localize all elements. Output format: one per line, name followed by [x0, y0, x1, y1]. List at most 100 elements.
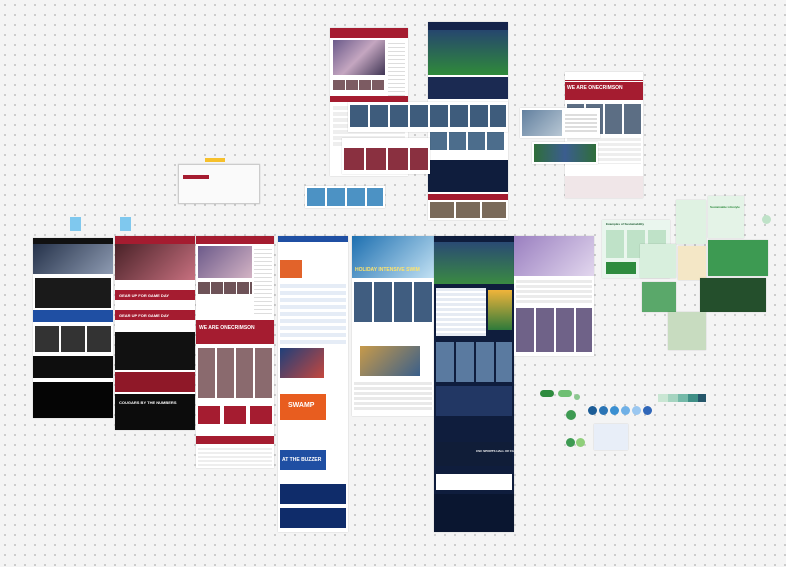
swamp-orange-banner: [280, 394, 326, 420]
globe-icon: [566, 410, 576, 420]
screenshot-green-stadium[interactable]: [532, 142, 598, 164]
stadium-image: [534, 144, 596, 162]
main-footer-band: [196, 436, 274, 444]
swatch-5[interactable]: [632, 406, 641, 415]
swamp-text: SWAMP: [288, 402, 315, 409]
leaf-icon: [574, 394, 580, 400]
thumb-row: [333, 80, 385, 90]
screenshot-dark-sports-1[interactable]: [33, 238, 113, 418]
swamp-footer-2: [280, 508, 346, 528]
screenshot-crimson-dark[interactable]: GEAR UP FOR GAME DAY GEAR UP FOR GAME DA…: [115, 236, 195, 430]
green-dot-2: [576, 438, 585, 447]
navy-long-promo: [488, 290, 512, 330]
crimson-dark-header: [115, 236, 195, 244]
screenshot-team-photo[interactable]: [520, 108, 600, 138]
sustainability-house[interactable]: [642, 282, 676, 312]
main-footer: [198, 448, 272, 466]
swim-list: [354, 382, 432, 412]
thumb-strip-images: [350, 105, 506, 127]
navy-long-hero: [434, 242, 514, 284]
sustainability-poster-1[interactable]: [676, 200, 706, 244]
soccer-hero: [428, 30, 508, 75]
swim-strip-images: [307, 188, 383, 206]
screenshot-swim-strip[interactable]: [305, 186, 385, 208]
dark-header: [33, 238, 113, 244]
gear-up-text-1: GEAR UP FOR GAME DAY: [119, 293, 170, 298]
sustainability-poster-4[interactable]: [668, 312, 706, 350]
team-photo-image: [522, 110, 562, 136]
gear-up-band-1: [115, 290, 195, 300]
screenshot-navy-long[interactable]: CSC SPORTS HALL OF FAME: [434, 236, 514, 532]
crimson-hero: [115, 244, 195, 280]
sidebar-list: [388, 40, 405, 110]
onecrimson-main-header: [196, 236, 274, 244]
sustainability-lifestyle[interactable]: Sustainable Lifestyle: [708, 196, 744, 238]
main-links: [198, 406, 272, 424]
holiday-swim-text: HOLIDAY INTENSIVE SWIM: [355, 267, 420, 273]
crimson-band: [428, 194, 508, 200]
onecrimson-banner-text: WE ARE ONECRIMSON: [567, 85, 623, 91]
screenshot-athletes-row[interactable]: [342, 138, 430, 174]
onecrimson-header: [565, 72, 643, 81]
onecrimson-footer-links: [565, 176, 643, 198]
blue-band: [33, 310, 113, 322]
swatch-6[interactable]: [643, 406, 652, 415]
swatch-3[interactable]: [610, 406, 619, 415]
hero-image: [333, 40, 385, 75]
black-section: [115, 332, 195, 370]
examples-title: Examples of Sustainability: [606, 222, 645, 226]
blue-sticky-note-2[interactable]: [120, 217, 131, 231]
screenshot-purple-sports[interactable]: [514, 236, 594, 356]
screenshot-thumb-strip[interactable]: [348, 102, 508, 132]
buzzer-text: AT THE BUZZER: [282, 457, 322, 463]
palette-bar-1[interactable]: [658, 394, 668, 402]
crimson-strip: [330, 96, 408, 102]
dark-feature: [33, 356, 113, 378]
crimson-section: [115, 372, 195, 392]
purple-photos: [516, 308, 592, 352]
screenshot-swamp[interactable]: SWAMP AT THE BUZZER: [278, 236, 348, 532]
palette-bar-5[interactable]: [698, 394, 706, 402]
purple-hero: [514, 236, 594, 276]
yellow-sticky-note[interactable]: [205, 158, 225, 162]
screenshot-wireframe-small[interactable]: [178, 164, 260, 204]
blue-sticky-note-1[interactable]: [70, 217, 81, 231]
navy-long-feature: [436, 386, 512, 416]
swamp-header: [278, 236, 348, 242]
main-crimson-banner: [196, 320, 274, 344]
swim-gym: [360, 346, 420, 376]
dark-hero: [33, 244, 113, 274]
sustainability-dark-green[interactable]: [700, 278, 766, 312]
wrestling-hero: [198, 246, 252, 278]
navy-long-photos: [436, 342, 512, 382]
green-dot-1: [566, 438, 575, 447]
sustainability-poster-3[interactable]: [708, 240, 768, 276]
navy-long-footer: [434, 494, 514, 532]
swatch-2[interactable]: [599, 406, 608, 415]
swim-news: [354, 282, 432, 322]
app-icon-card[interactable]: [594, 424, 628, 450]
examples-footer: [606, 262, 636, 274]
main-onecrimson-text: WE ARE ONECRIMSON: [199, 325, 255, 331]
sustainability-poster-2[interactable]: [678, 246, 706, 280]
screenshot-onecrimson-main[interactable]: WE ARE ONECRIMSON: [196, 236, 274, 468]
athletes-row-images: [344, 148, 428, 170]
navy-long-hof: [436, 442, 512, 466]
cougars-numbers-text: COUGARS BY THE NUMBERS: [119, 400, 177, 405]
palette-bar-4[interactable]: [688, 394, 698, 402]
palette-bar-2[interactable]: [668, 394, 678, 402]
swamp-basketball: [280, 348, 324, 378]
navy-long-logos: [436, 474, 512, 490]
swatch-4[interactable]: [621, 406, 630, 415]
sustainability-tree[interactable]: [640, 244, 676, 278]
swamp-footer-1: [280, 484, 346, 504]
swatch-1[interactable]: [588, 406, 597, 415]
logo-icon-1: [540, 390, 554, 397]
palette-bar-3[interactable]: [678, 394, 688, 402]
gear-up-text-2: GEAR UP FOR GAME DAY: [119, 313, 170, 318]
screenshot-holiday-swim[interactable]: HOLIDAY INTENSIVE SWIM: [352, 236, 434, 416]
navy-header: [428, 22, 508, 30]
onecrimson-banner: [565, 82, 643, 100]
hall-of-fame-text: CSC SPORTS HALL OF FAME: [476, 449, 514, 453]
